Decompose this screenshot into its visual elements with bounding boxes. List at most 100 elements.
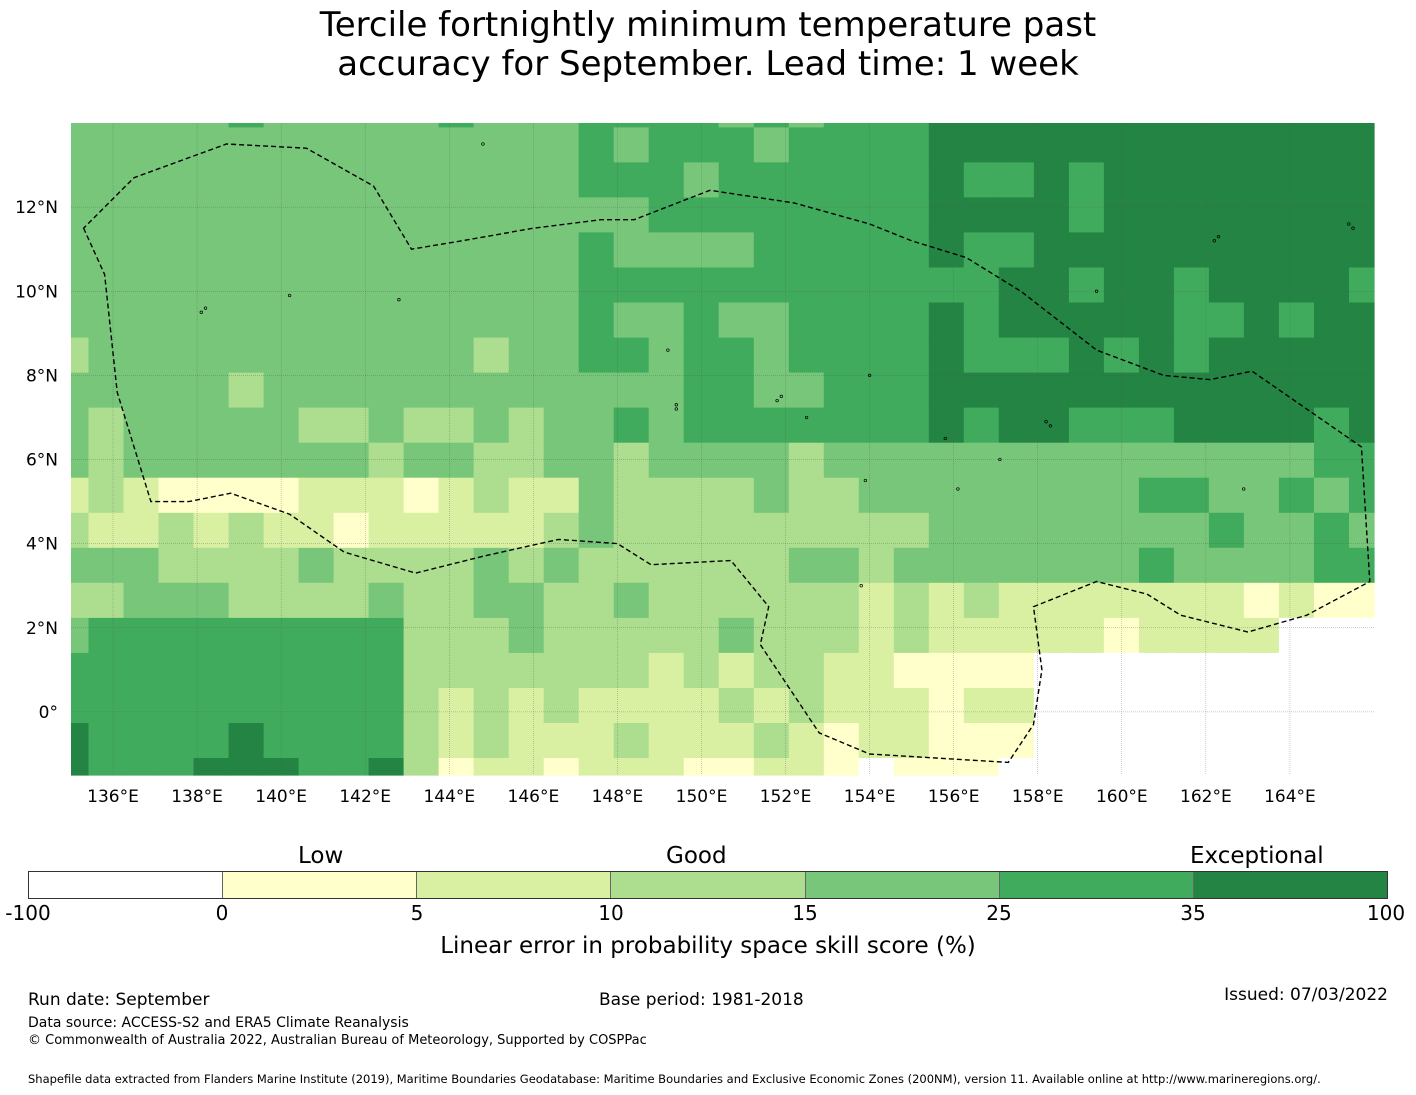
grid-cell xyxy=(71,687,90,723)
grid-cell xyxy=(858,512,895,548)
grid-cell xyxy=(368,126,405,163)
grid-cell xyxy=(228,123,265,128)
grid-cell xyxy=(193,687,230,723)
longitude-tick-label: 152°E xyxy=(760,787,812,807)
grid-cell xyxy=(858,161,895,198)
grid-cell xyxy=(753,512,790,548)
grid-cell xyxy=(858,302,895,338)
grid-cell xyxy=(1033,123,1070,128)
grid-cell xyxy=(1068,477,1105,513)
issued-date: Issued: 07/03/2022 xyxy=(1224,985,1388,1005)
grid-cell xyxy=(1314,126,1350,163)
grid-cell xyxy=(333,196,370,233)
grid-cell xyxy=(963,123,1000,128)
grid-cell xyxy=(683,266,720,303)
grid-cell xyxy=(858,477,895,513)
grid-cell xyxy=(1173,266,1210,303)
grid-cell xyxy=(1208,231,1245,268)
grid-cell xyxy=(1068,196,1105,233)
grid-cell xyxy=(333,757,370,776)
grid-cell xyxy=(1349,687,1375,723)
grid-cell xyxy=(71,302,90,338)
grid-cell xyxy=(823,757,860,776)
grid-cell xyxy=(1033,196,1070,233)
grid-cell xyxy=(193,512,230,548)
grid-cell xyxy=(88,126,125,163)
grid-cell xyxy=(998,337,1035,373)
grid-cell xyxy=(1068,266,1105,303)
grid-cell xyxy=(823,687,860,723)
grid-cell xyxy=(298,687,335,723)
grid-cell xyxy=(88,477,125,513)
grid-cell xyxy=(1314,302,1350,338)
colorbar-segment xyxy=(611,872,806,898)
grid-cell xyxy=(333,547,370,583)
grid-cell xyxy=(718,757,755,776)
grid-cell xyxy=(1033,477,1070,513)
grid-cell xyxy=(928,442,965,478)
grid-cell xyxy=(718,123,755,128)
grid-cell xyxy=(71,126,90,163)
grid-cell xyxy=(613,337,650,373)
grid-cell xyxy=(158,126,195,163)
grid-cell xyxy=(753,617,790,653)
grid-cell xyxy=(1208,547,1245,583)
grid-cell xyxy=(193,302,230,338)
grid-cell xyxy=(998,302,1035,338)
grid-cell xyxy=(508,442,545,478)
grid-cell xyxy=(928,722,965,758)
grid-cell xyxy=(788,547,825,583)
grid-cell xyxy=(1173,617,1210,653)
grid-cell xyxy=(228,582,265,618)
grid-cell xyxy=(648,161,685,198)
grid-cell xyxy=(718,196,755,233)
colorbar xyxy=(28,871,1388,899)
grid-cell xyxy=(1138,512,1175,548)
grid-cell xyxy=(788,757,825,776)
grid-cell xyxy=(71,582,90,618)
grid-cell xyxy=(928,161,965,198)
grid-cell xyxy=(998,757,1035,776)
grid-cell xyxy=(1138,407,1175,443)
grid-cell xyxy=(123,266,160,303)
grid-cell xyxy=(1138,372,1175,408)
grid-cell xyxy=(893,302,930,338)
grid-cell xyxy=(1314,477,1350,513)
grid-cell xyxy=(438,547,475,583)
island-outline xyxy=(1347,222,1351,226)
grid-cell xyxy=(963,582,1000,618)
grid-cell xyxy=(718,652,755,688)
grid-cell xyxy=(613,126,650,163)
grid-cell xyxy=(228,266,265,303)
grid-cell xyxy=(1278,231,1315,268)
grid-cell xyxy=(473,231,510,268)
longitude-tick-label: 156°E xyxy=(928,787,980,807)
skill-score-map: 136°E 138°E 140°E 142°E 144°E 146°E 148°E 150°E… xyxy=(15,123,1375,807)
grid-cell xyxy=(438,687,475,723)
grid-cell xyxy=(578,442,615,478)
grid-cell xyxy=(158,617,195,653)
grid-cell xyxy=(963,617,1000,653)
grid-cell xyxy=(298,407,335,443)
island-outline xyxy=(943,436,947,441)
grid-cell xyxy=(928,407,965,443)
island-outline xyxy=(397,298,401,302)
grid-cell xyxy=(403,757,440,776)
grid-cell xyxy=(193,231,230,268)
latitude-tick-label: 4°N xyxy=(26,535,58,555)
grid-cell xyxy=(368,123,405,128)
grid-cell xyxy=(543,652,580,688)
copyright: © Commonwealth of Australia 2022, Austra… xyxy=(28,1033,647,1048)
map-title-line-1: Tercile fortnightly minimum temperature … xyxy=(319,5,1097,45)
grid-cell xyxy=(998,687,1035,723)
grid-cell xyxy=(753,231,790,268)
grid-cell xyxy=(963,512,1000,548)
grid-cell xyxy=(543,372,580,408)
grid-cell xyxy=(1138,687,1175,723)
grid-cell xyxy=(508,337,545,373)
colorbar-segment xyxy=(417,872,612,898)
grid-cell xyxy=(1208,266,1245,303)
grid-cell xyxy=(333,231,370,268)
grid-cell xyxy=(228,652,265,688)
grid-cell xyxy=(788,617,825,653)
